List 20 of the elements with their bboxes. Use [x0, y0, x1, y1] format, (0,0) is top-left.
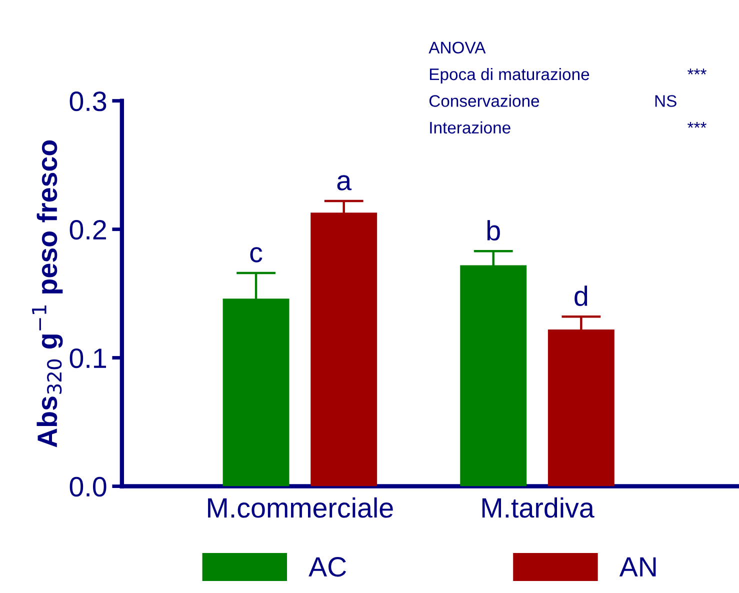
- y-tick-label: 0.1: [70, 348, 106, 368]
- x-tick-label: M.commerciale: [208, 497, 393, 518]
- y-tick-label: 0.2: [70, 220, 106, 240]
- y-axis-title: Abs$_{320}$ g$^{−1}$ peso fresco: [32, 140, 63, 448]
- text: Epoca di maturazione: [430, 68, 590, 84]
- annotation: NS: [655, 95, 676, 107]
- y-tick-label: 0.0: [70, 476, 106, 497]
- annotation: Interazione: [430, 121, 510, 134]
- data-label: a: [337, 175, 352, 190]
- annotation: Conservazione: [429, 94, 540, 107]
- x-tick-label: M.tardiva: [482, 497, 594, 518]
- y-tick-label: 0.3: [70, 91, 106, 112]
- data-label: d: [574, 286, 588, 306]
- annotation: ***: [688, 122, 706, 128]
- text: ANOVA: [428, 42, 486, 54]
- text: ***: [688, 68, 706, 74]
- data-label: b: [487, 220, 500, 241]
- legend-label: AC: [308, 557, 346, 577]
- data-label: c: [250, 247, 262, 262]
- legend-label: AN: [619, 557, 656, 576]
